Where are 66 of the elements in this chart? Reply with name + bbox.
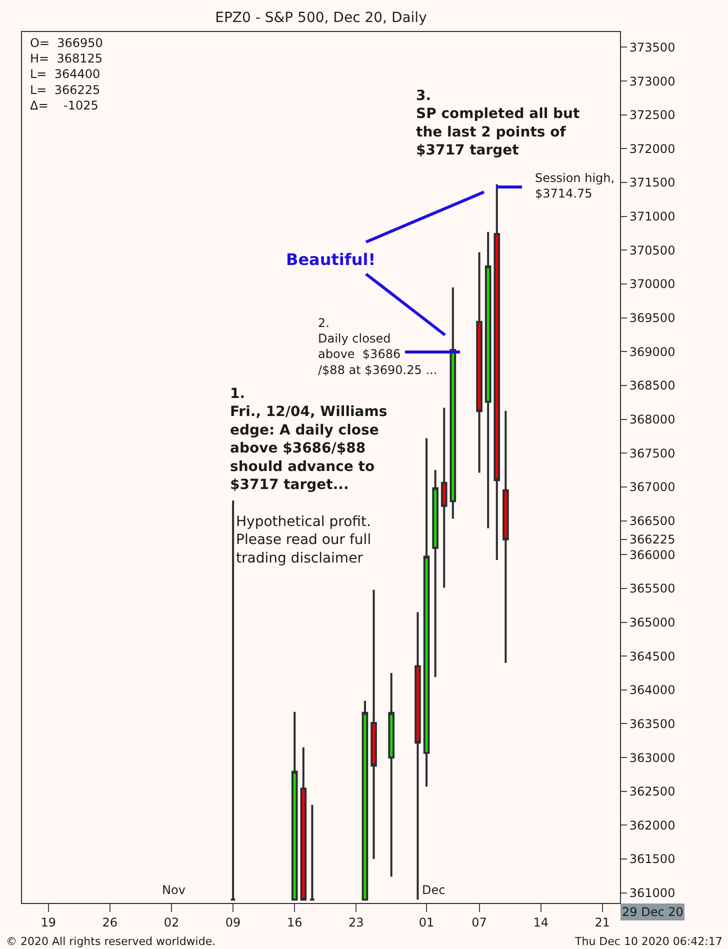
y-tick-label: 365000 [629,615,676,630]
y-tick-label: 371500 [629,176,676,190]
annotation: Dec [422,883,446,897]
candlestick [423,437,430,788]
annotation: 1. Fri., 12/04, Williams edge: A daily close above $3686/$88 should advance to $3717 target... [230,386,388,493]
chart-title: EPZ0 - S&P 500, Dec 20, Daily [215,10,427,26]
text: Thu Dec 10 2020 06:42:17 [574,935,722,948]
y-tick-label: 363000 [629,750,676,765]
text: © 2020 All rights reserved worldwide. [6,935,216,948]
x-tick-label: 09 [225,915,241,930]
annotation: Beautiful! [286,250,376,269]
y-tick-label: 366225 [629,532,676,547]
x-tick-label: 19 [40,915,56,930]
annotation: Nov [162,883,186,897]
y-tick-label: 364000 [629,683,676,698]
candlestick [502,410,509,664]
text: 29 Dec 20 [622,905,684,919]
candlestick [300,746,307,901]
y-tick-label: 366500 [629,514,676,528]
x-tick-label: 23 [348,915,364,930]
y-tick-label: 364500 [629,649,676,664]
y-tick-label: 367000 [629,480,676,494]
y-tick-label: 369000 [629,344,676,359]
candlestick [309,804,316,901]
x-tick-label: 21 [594,915,610,930]
x-tick-label: 14 [533,915,548,930]
y-tick-label: 368500 [629,378,676,393]
y-tick-label: 366000 [629,548,676,562]
y-tick-label: 362500 [629,784,676,799]
y-tick-label: 370000 [629,277,676,292]
candlestick [230,499,236,901]
candlestick [362,700,368,901]
y-tick-label: 361500 [629,852,676,866]
candlestick [450,286,456,520]
annotation: Hypothetical profit. Please read our full trading disclaimer [236,514,372,566]
y-tick-label: 361000 [629,886,676,900]
annotation: 2. Daily closed above $3686 /$88 at $3690.25 ... [318,316,438,377]
y-tick-label: 373500 [629,40,676,54]
candlestick [370,588,377,860]
candlestick [291,710,298,901]
x-tick-label: 16 [286,915,302,930]
y-tick-label: 369500 [629,311,676,326]
y-tick-label: 372500 [629,108,676,122]
x-tick-label: 01 [418,915,434,930]
candlestick [476,251,482,474]
y-tick-label: 367500 [629,446,676,460]
candlestick [388,672,395,878]
y-tick-label: 373000 [629,74,676,88]
candlestick [484,230,492,530]
x-tick-label: 02 [164,915,180,930]
candlestick [440,406,448,589]
x-tick-label: 26 [102,915,118,930]
y-tick-label: 368000 [629,412,676,426]
x-tick-label: 07 [472,915,487,930]
y-tick-label: 371000 [629,210,676,224]
y-tick-label: 365500 [629,582,676,596]
annotation: 3. SP completed all but the last 2 points of $3717 target [416,88,580,159]
y-tick-label: 372000 [629,142,676,156]
y-tick-label: 363500 [629,716,676,731]
annotation: Session high, $3714.75 [535,171,615,201]
y-tick-label: 370500 [629,243,676,258]
candlestick [414,611,421,901]
annotation: O= 366950 H= 368125 L= 364400 L= 366225 Δ= -1025 [30,36,103,112]
candlestick [432,469,438,678]
candlestick [494,183,500,562]
y-tick-label: 362000 [629,818,676,832]
